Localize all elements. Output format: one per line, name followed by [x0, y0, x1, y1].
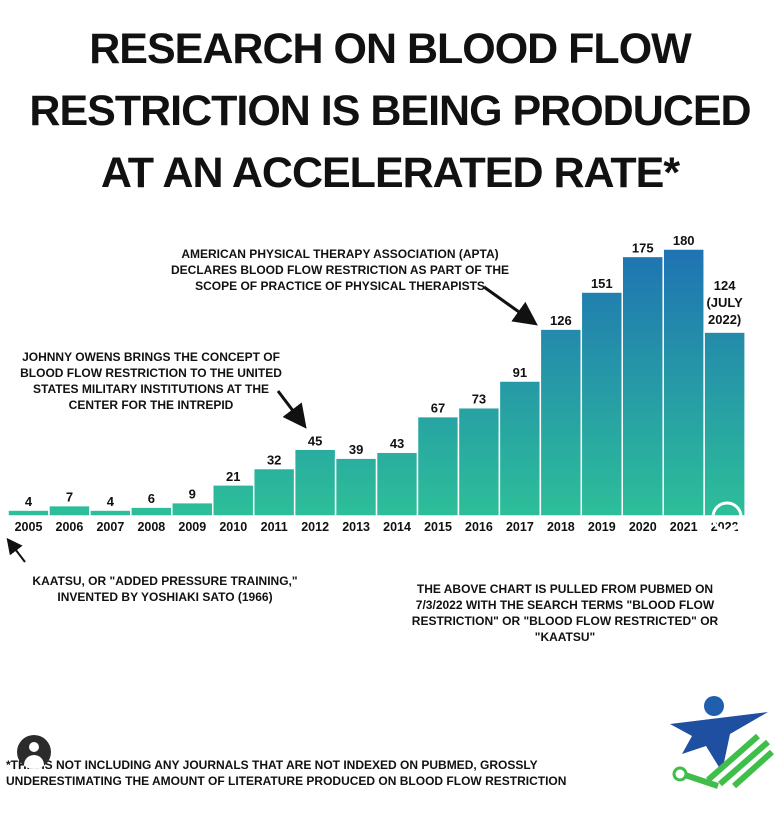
bar-2019	[580, 291, 624, 517]
bar-2010	[212, 484, 255, 517]
data-label-2014: 43	[390, 436, 404, 451]
data-label-2010: 21	[226, 469, 240, 484]
data-label-2009: 9	[189, 487, 196, 502]
data-label-2016: 73	[472, 392, 486, 407]
brand-logo-icon	[670, 696, 774, 789]
owens-line-1: JOHNNY OWENS BRINGS THE CONCEPT OF	[22, 350, 280, 364]
avatar-body	[24, 755, 44, 769]
bar-2021	[662, 248, 705, 517]
bar-2015	[416, 415, 460, 517]
kaatsu-line-1: KAATSU, OR "ADDED PRESSURE TRAINING,"	[32, 574, 298, 588]
apta-line-1: AMERICAN PHYSICAL THERAPY ASSOCIATION (A…	[181, 247, 499, 261]
data-labels-layer: 4 7 4 6 9 21 32 45 39 43 67 73 91 126 151 175 180 124 (JUL…	[25, 233, 743, 509]
avatar-icon[interactable]	[17, 735, 51, 769]
footnote-line-2: UNDERESTIMATING THE AMOUNT OF LITERATURE…	[6, 774, 567, 788]
kaatsu-arrow	[6, 537, 26, 563]
x-tick-2020: 2020	[629, 520, 657, 534]
kaatsu-line-2: INVENTED BY YOSHIAKI SATO (1966)	[57, 590, 273, 604]
data-label-2013: 39	[349, 442, 363, 457]
x-tick-2008: 2008	[137, 520, 165, 534]
data-label-2021: 180	[673, 233, 695, 248]
data-label-2005: 4	[25, 494, 33, 509]
x-tick-2014: 2014	[383, 520, 411, 534]
data-label-2006: 7	[66, 490, 73, 505]
bar-2007	[89, 509, 132, 517]
source-line-2: 7/3/2022 WITH THE SEARCH TERMS "BLOOD FL…	[415, 598, 715, 612]
owens-line-2: BLOOD FLOW RESTRICTION TO THE UNITED	[20, 366, 282, 380]
footnote: *THIS IS NOT INCLUDING ANY JOURNALS THAT…	[6, 757, 596, 789]
source-annotation: THE ABOVE CHART IS PULLED FROM PUBMED ON…	[390, 581, 740, 645]
bar-2009	[171, 501, 214, 517]
source-line-3: RESTRICTION" OR "BLOOD FLOW RESTRICTED" …	[411, 614, 719, 628]
x-tick-2019: 2019	[588, 520, 616, 534]
owens-arrow	[276, 390, 307, 429]
x-tick-2006: 2006	[56, 520, 84, 534]
bar-2008	[130, 506, 173, 517]
avatar-head	[29, 742, 39, 752]
bar-2005	[7, 509, 50, 517]
x-tick-2018: 2018	[547, 520, 575, 534]
x-tick-2009: 2009	[178, 520, 206, 534]
x-tick-2007: 2007	[96, 520, 124, 534]
x-tick-2012: 2012	[301, 520, 329, 534]
data-label-2022-line-3: 2022)	[708, 312, 741, 327]
data-label-2011: 32	[267, 453, 281, 468]
x-tick-2011: 2011	[261, 520, 288, 534]
x-tick-2005: 2005	[15, 520, 43, 534]
current-year-marker	[711, 501, 743, 533]
apta-line-2: DECLARES BLOOD FLOW RESTRICTION AS PART …	[171, 263, 509, 277]
apta-annotation: AMERICAN PHYSICAL THERAPY ASSOCIATION (A…	[160, 246, 520, 294]
data-label-2017: 91	[513, 365, 527, 380]
page-title: RESEARCH ON BLOOD FLOW RESTRICTION IS BE…	[0, 18, 780, 204]
footnote-line-1: *THIS IS NOT INCLUDING ANY JOURNALS THAT…	[6, 758, 538, 772]
bar-2020	[621, 255, 664, 517]
bar-2014	[375, 451, 419, 517]
owens-line-3: STATES MILITARY INSTITUTIONS AT THE	[33, 382, 269, 396]
x-tick-2010: 2010	[219, 520, 247, 534]
x-tick-labels-layer: 2005 2006 2007 2008 2009 2010 2011 2012 2013 2014…	[15, 520, 739, 534]
source-line-1: THE ABOVE CHART IS PULLED FROM PUBMED ON	[416, 582, 714, 596]
kaatsu-annotation: KAATSU, OR "ADDED PRESSURE TRAINING," IN…	[20, 573, 310, 605]
apta-arrow	[483, 285, 538, 326]
bar-2022	[703, 331, 746, 517]
bar-2006	[48, 504, 91, 517]
data-label-2008: 6	[148, 491, 155, 506]
data-label-2015: 67	[431, 401, 445, 416]
bar-2017	[498, 380, 542, 517]
data-label-2012: 45	[308, 433, 322, 448]
data-label-2007: 4	[107, 494, 115, 509]
bar-2018	[539, 328, 583, 517]
bars-layer	[7, 248, 746, 517]
data-label-2020: 175	[632, 240, 654, 255]
bar-2012	[293, 448, 337, 517]
bar-2013	[334, 457, 378, 517]
data-label-2018: 126	[550, 313, 572, 328]
owens-line-4: CENTER FOR THE INTREPID	[68, 398, 234, 412]
bar-2011	[252, 467, 296, 517]
data-label-2022-line-1: 124	[714, 278, 736, 293]
x-tick-2013: 2013	[342, 520, 370, 534]
data-label-2019: 151	[591, 276, 613, 291]
source-line-4: "KAATSU"	[534, 630, 596, 644]
x-tick-2016: 2016	[465, 520, 493, 534]
title-line-1: RESEARCH ON BLOOD FLOW	[89, 25, 691, 73]
data-label-2022-line-2: (JULY	[706, 295, 743, 310]
x-tick-2015: 2015	[424, 520, 452, 534]
x-tick-2017: 2017	[506, 520, 534, 534]
title-line-2: RESTRICTION IS BEING PRODUCED	[29, 87, 751, 135]
x-tick-2021: 2021	[670, 520, 698, 534]
owens-annotation: JOHNNY OWENS BRINGS THE CONCEPT OF BLOOD…	[6, 349, 296, 413]
apta-line-3: SCOPE OF PRACTICE OF PHYSICAL THERAPISTS	[195, 279, 485, 293]
title-line-3: AT AN ACCELERATED RATE*	[100, 149, 680, 197]
bar-2016	[457, 406, 501, 517]
